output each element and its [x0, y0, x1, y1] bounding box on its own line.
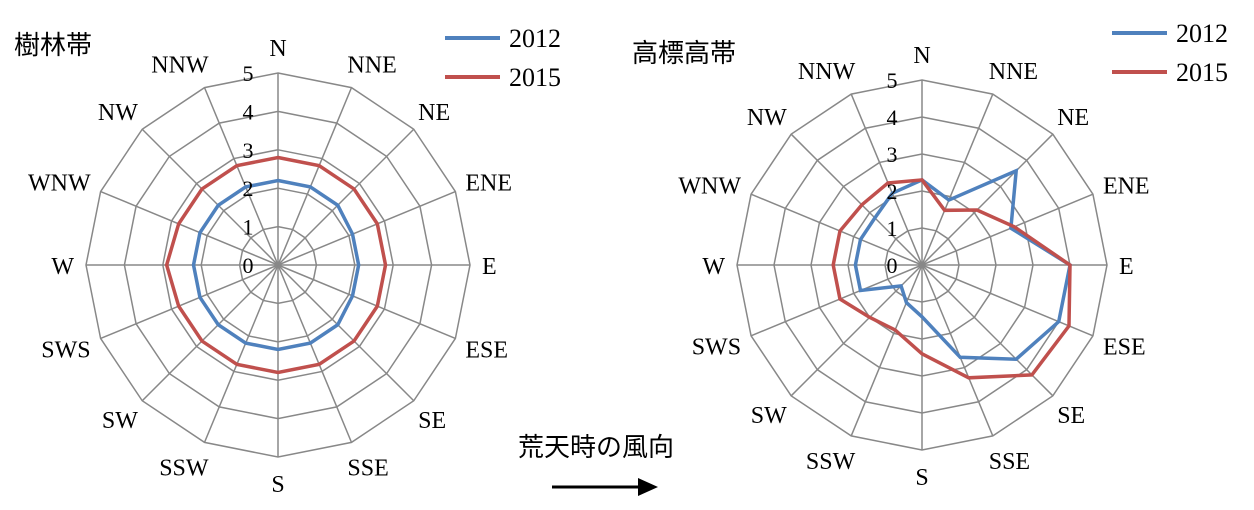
direction-label-NE: NE — [1057, 105, 1089, 131]
direction-label-SW: SW — [102, 408, 138, 434]
direction-label-SWS: SWS — [41, 337, 90, 363]
direction-label-SSW: SSW — [159, 455, 209, 481]
tick-label: 5 — [243, 61, 254, 86]
grid-spoke — [750, 193, 923, 266]
direction-label-W: W — [51, 254, 74, 280]
direction-label-ENE: ENE — [465, 171, 512, 197]
direction-label-ESE: ESE — [465, 337, 508, 363]
direction-label-WNW: WNW — [678, 173, 741, 199]
grid-spoke — [921, 193, 1094, 266]
legend-label: 2012 — [509, 24, 561, 53]
direction-label-E: E — [1119, 254, 1134, 280]
direction-label-NNW: NNW — [151, 53, 209, 79]
tick-label: 3 — [887, 142, 898, 167]
grid-spoke — [277, 128, 415, 266]
grid-spoke — [921, 264, 994, 437]
grid-spoke — [141, 128, 279, 266]
direction-label-NE: NE — [418, 100, 450, 126]
grid-spoke — [921, 133, 1054, 266]
direction-label-ESE: ESE — [1103, 335, 1146, 361]
grid-spoke — [100, 190, 279, 266]
series-line-2015 — [164, 155, 388, 375]
tick-label: 1 — [887, 216, 898, 241]
tick-label: 0 — [887, 253, 898, 278]
series-line-2012 — [853, 168, 1072, 361]
grid-spoke — [277, 190, 456, 266]
direction-label-N: N — [913, 43, 930, 69]
direction-label-SWS: SWS — [692, 335, 741, 361]
direction-label-SSW: SSW — [806, 449, 856, 475]
series-line-2015 — [831, 178, 1072, 380]
tick-label: 1 — [243, 215, 254, 240]
direction-label-N: N — [269, 36, 286, 62]
legend-label: 2012 — [1176, 19, 1228, 48]
chart-forest-zone: 樹林帯 012345NNNENEENEEESESESSESSSWSWSWSWWN… — [14, 24, 561, 498]
arrow-right-icon — [638, 478, 658, 496]
legend-label: 2015 — [1176, 58, 1228, 87]
grid-spoke — [921, 93, 994, 266]
grid-spoke — [850, 93, 923, 266]
direction-label-SW: SW — [751, 403, 787, 429]
direction-label-SSE: SSE — [989, 449, 1030, 475]
direction-label-SE: SE — [1057, 403, 1085, 429]
legend-label: 2015 — [509, 63, 561, 92]
grid-spoke — [203, 264, 279, 443]
tick-label: 4 — [887, 105, 898, 130]
grid-spoke — [141, 264, 279, 402]
direction-label-NW: NW — [98, 100, 138, 126]
direction-label-NNW: NNW — [798, 59, 856, 85]
grid-spoke — [277, 264, 415, 402]
tick-label: 5 — [887, 68, 898, 93]
grid-spoke — [750, 264, 923, 337]
grid-spoke — [277, 87, 353, 266]
grid-spoke — [790, 133, 923, 266]
grid-spoke — [850, 264, 923, 437]
series-line-2012 — [191, 178, 361, 352]
tick-label: 2 — [243, 176, 254, 201]
storm-wind-annotation: 荒天時の風向 — [518, 433, 674, 496]
direction-label-NNE: NNE — [989, 59, 1038, 85]
grid-spoke — [203, 87, 279, 266]
annotation-text: 荒天時の風向 — [518, 433, 674, 463]
grid-spoke — [277, 264, 353, 443]
tick-label: 0 — [243, 253, 254, 278]
direction-label-S: S — [915, 465, 928, 491]
grid-spoke — [921, 264, 1094, 337]
direction-label-S: S — [271, 472, 284, 498]
tick-label: 3 — [243, 138, 254, 163]
tick-label: 2 — [887, 179, 898, 204]
direction-label-E: E — [482, 254, 497, 280]
direction-label-NW: NW — [747, 105, 787, 131]
chart-title: 高標高帯 — [632, 39, 736, 69]
chart-title: 樹林帯 — [14, 31, 92, 61]
grid-spoke — [100, 264, 279, 340]
grid-spoke — [277, 264, 456, 340]
direction-label-SE: SE — [418, 408, 446, 434]
tick-label: 4 — [243, 99, 254, 124]
direction-label-WNW: WNW — [28, 171, 91, 197]
chart-high-altitude-zone: 高標高帯 012345NNNENEENEEESESESSESSSWSWSWSWW… — [632, 19, 1228, 491]
direction-label-SSE: SSE — [347, 455, 388, 481]
direction-label-W: W — [702, 254, 725, 280]
direction-label-ENE: ENE — [1103, 173, 1150, 199]
direction-label-NNE: NNE — [347, 53, 396, 79]
